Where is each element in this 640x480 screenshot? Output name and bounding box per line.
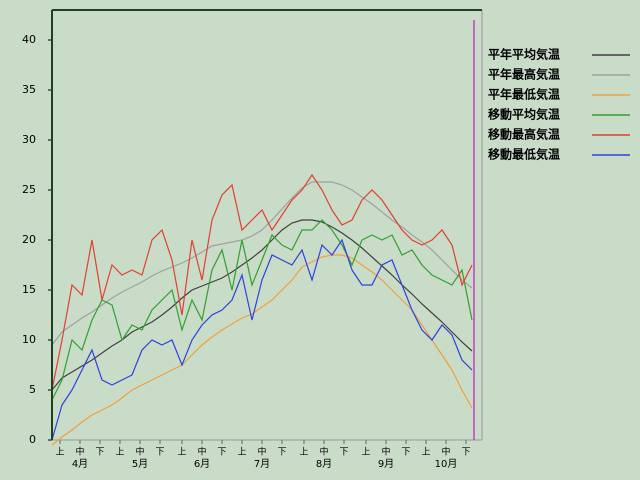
- y-tick-label: 25: [22, 183, 36, 196]
- x-tick-label: 中: [135, 446, 144, 458]
- month-label: 4月: [72, 458, 88, 470]
- month-label: 5月: [132, 458, 148, 470]
- x-tick-label: 中: [381, 446, 390, 458]
- legend-label: 移動平均気温: [488, 107, 560, 122]
- y-tick-label: 15: [22, 283, 36, 296]
- x-tick-label: 下: [277, 448, 286, 458]
- x-tick-label: 上: [421, 447, 430, 458]
- month-label: 6月: [194, 458, 210, 470]
- y-tick-label: 5: [29, 383, 36, 396]
- month-label: 9月: [378, 458, 394, 470]
- x-tick-label: 中: [441, 446, 450, 458]
- x-tick-label: 中: [257, 446, 266, 458]
- x-tick-label: 下: [339, 448, 348, 458]
- legend-label: 平年最低気温: [488, 87, 560, 102]
- x-tick-label: 上: [55, 447, 64, 458]
- series-line: [51, 181, 473, 346]
- month-label: 10月: [435, 458, 458, 470]
- series-line: [51, 219, 473, 401]
- x-tick-label: 中: [197, 446, 206, 458]
- y-tick-label: 30: [22, 133, 36, 146]
- series-line: [51, 219, 473, 391]
- y-tick-label: 0: [29, 433, 36, 446]
- month-label: 7月: [254, 458, 270, 470]
- legend-label: 平年平均気温: [488, 47, 560, 62]
- x-tick-label: 下: [217, 448, 226, 458]
- series-line: [51, 173, 473, 391]
- legend-label: 平年最高気温: [488, 67, 560, 82]
- series-line: [51, 254, 473, 446]
- y-tick-label: 10: [22, 333, 36, 346]
- x-tick-label: 上: [361, 447, 370, 458]
- x-tick-label: 上: [177, 447, 186, 458]
- x-tick-label: 上: [299, 447, 308, 458]
- x-tick-label: 下: [95, 448, 104, 458]
- y-tick-label: 35: [22, 83, 36, 96]
- x-tick-label: 下: [461, 448, 470, 458]
- x-tick-label: 下: [155, 448, 164, 458]
- x-tick-label: 上: [237, 447, 246, 458]
- month-label: 8月: [316, 458, 332, 470]
- x-tick-label: 下: [401, 448, 410, 458]
- legend-label: 移動最高気温: [488, 127, 560, 142]
- y-tick-label: 40: [22, 33, 36, 46]
- x-tick-label: 上: [115, 447, 124, 458]
- y-tick-label: 20: [22, 233, 36, 246]
- x-tick-label: 中: [75, 446, 84, 458]
- series-line: [51, 238, 473, 441]
- legend-label: 移動最低気温: [488, 147, 560, 162]
- x-tick-label: 中: [319, 446, 328, 458]
